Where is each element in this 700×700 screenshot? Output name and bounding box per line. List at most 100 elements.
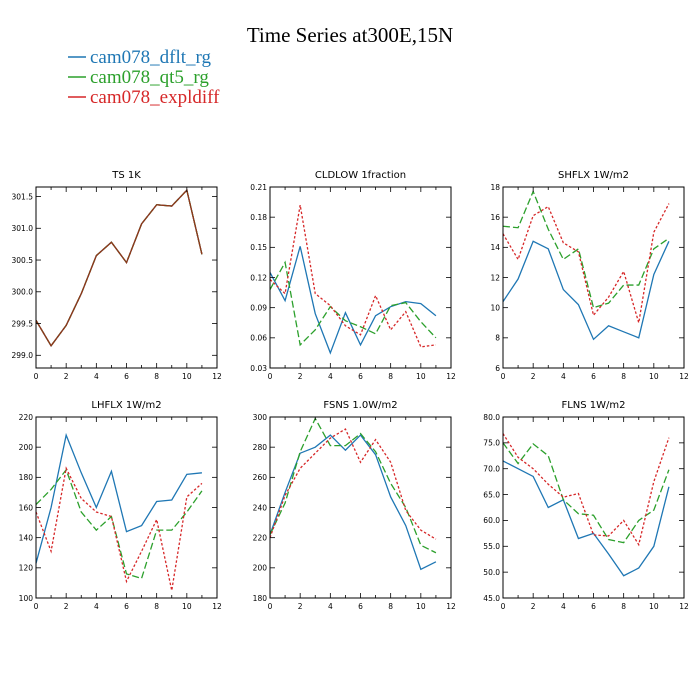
panel-title: CLDLOW 1fraction bbox=[315, 170, 406, 181]
series-line bbox=[35, 466, 203, 591]
x-tick-label: 8 bbox=[621, 372, 626, 381]
series-line bbox=[269, 434, 437, 571]
series-line bbox=[502, 460, 670, 577]
x-tick-label: 10 bbox=[649, 602, 659, 611]
series-line bbox=[35, 432, 202, 564]
panel-title: SHFLX 1W/m2 bbox=[558, 170, 629, 181]
y-tick-label: 14 bbox=[490, 243, 500, 252]
y-tick-label: 180 bbox=[19, 473, 34, 482]
y-tick-label: 0.03 bbox=[250, 364, 267, 373]
series-line bbox=[502, 442, 670, 544]
series-line bbox=[35, 188, 203, 347]
series-line bbox=[35, 188, 203, 347]
series-line bbox=[502, 189, 670, 309]
x-tick-label: 4 bbox=[94, 602, 99, 611]
y-tick-label: 240 bbox=[253, 503, 268, 512]
chart-panel: FLNS 1W/m2 0 2 4 6 8 10 12 45.0 50.0 55.0 60.0 65.0 7… bbox=[483, 400, 689, 611]
chart-panel: LHFLX 1W/m2 0 2 4 6 8 10 12 100 120 140 160 180 200 22… bbox=[19, 400, 222, 611]
x-tick-label: 2 bbox=[64, 372, 69, 381]
x-tick-label: 8 bbox=[154, 372, 159, 381]
y-tick-label: 55.0 bbox=[483, 542, 500, 551]
y-tick-label: 12 bbox=[490, 273, 500, 282]
y-tick-label: 220 bbox=[253, 533, 268, 542]
series-line bbox=[269, 246, 437, 355]
x-tick-label: 0 bbox=[34, 372, 39, 381]
y-tick-label: 200 bbox=[253, 564, 268, 573]
y-tick-label: 6 bbox=[495, 364, 500, 373]
x-tick-label: 12 bbox=[446, 602, 456, 611]
x-tick-label: 6 bbox=[358, 602, 363, 611]
x-tick-label: 4 bbox=[328, 602, 333, 611]
panel-title: LHFLX 1W/m2 bbox=[91, 400, 161, 411]
y-tick-label: 80.0 bbox=[483, 413, 500, 422]
y-tick-label: 300 bbox=[253, 413, 268, 422]
y-tick-label: 10 bbox=[490, 303, 500, 312]
y-tick-label: 75.0 bbox=[483, 439, 500, 448]
x-tick-label: 12 bbox=[679, 372, 689, 381]
y-tick-label: 8 bbox=[495, 334, 500, 343]
x-tick-label: 10 bbox=[416, 372, 426, 381]
x-tick-label: 10 bbox=[182, 372, 192, 381]
series-line bbox=[35, 468, 203, 580]
x-tick-label: 0 bbox=[268, 372, 273, 381]
y-tick-label: 220 bbox=[19, 413, 34, 422]
x-tick-label: 10 bbox=[416, 602, 426, 611]
y-tick-label: 70.0 bbox=[483, 465, 500, 474]
x-tick-label: 12 bbox=[446, 372, 456, 381]
panel-title: FSNS 1.0W/m2 bbox=[323, 400, 397, 411]
figure-title: Time Series at300E,15N bbox=[247, 23, 453, 47]
y-tick-label: 180 bbox=[253, 594, 268, 603]
y-tick-label: 120 bbox=[19, 564, 34, 573]
x-tick-label: 4 bbox=[328, 372, 333, 381]
y-tick-label: 0.06 bbox=[250, 334, 267, 343]
y-tick-label: 100 bbox=[19, 594, 34, 603]
chart-panel: SHFLX 1W/m2 0 2 4 6 8 10 12 6 8 10 12 14 16 18 bbox=[490, 170, 689, 381]
x-tick-label: 8 bbox=[388, 602, 393, 611]
x-tick-label: 8 bbox=[154, 602, 159, 611]
series-line bbox=[35, 188, 203, 347]
x-tick-label: 6 bbox=[591, 602, 596, 611]
y-tick-label: 299.0 bbox=[12, 351, 34, 360]
legend-entry: cam078_expldiff bbox=[90, 87, 220, 108]
y-tick-label: 0.21 bbox=[250, 183, 267, 192]
x-tick-label: 8 bbox=[621, 602, 626, 611]
series-line bbox=[502, 203, 670, 323]
chart-panel: FSNS 1.0W/m2 0 2 4 6 8 10 12 180 200 220 240 260 280 3… bbox=[253, 400, 456, 611]
x-tick-label: 2 bbox=[531, 602, 536, 611]
y-tick-label: 140 bbox=[19, 533, 34, 542]
plot-frame bbox=[269, 416, 452, 599]
y-tick-label: 160 bbox=[19, 503, 34, 512]
x-tick-label: 2 bbox=[64, 602, 69, 611]
y-tick-label: 45.0 bbox=[483, 594, 500, 603]
x-tick-label: 6 bbox=[124, 602, 129, 611]
figure-legend: cam078_dflt_rgcam078_qt5_rgcam078_expldi… bbox=[68, 47, 220, 108]
plot-frame bbox=[35, 186, 218, 369]
legend-entry: cam078_dflt_rg bbox=[90, 47, 212, 68]
plot-frame bbox=[269, 186, 452, 369]
y-tick-label: 300.0 bbox=[12, 288, 34, 297]
x-tick-label: 2 bbox=[298, 372, 303, 381]
series-line bbox=[269, 417, 437, 554]
x-tick-label: 4 bbox=[94, 372, 99, 381]
x-tick-label: 0 bbox=[501, 602, 506, 611]
chart-panel: CLDLOW 1fraction 0 2 4 6 8 10 12 0.03 0.06 0.09 0.1… bbox=[250, 170, 456, 381]
y-tick-label: 0.12 bbox=[250, 273, 267, 282]
chart-panels: TS 1K 0 2 4 6 8 10 12 299.0 299.5 300.0 300.5 301.0 3… bbox=[12, 170, 689, 611]
x-tick-label: 4 bbox=[561, 372, 566, 381]
y-tick-label: 299.5 bbox=[12, 319, 34, 328]
panel-title: TS 1K bbox=[111, 170, 141, 181]
x-tick-label: 2 bbox=[298, 602, 303, 611]
legend-entry: cam078_qt5_rg bbox=[90, 67, 209, 88]
series-line bbox=[35, 188, 203, 347]
x-tick-label: 8 bbox=[388, 372, 393, 381]
x-tick-label: 10 bbox=[182, 602, 192, 611]
y-tick-label: 280 bbox=[253, 443, 268, 452]
x-tick-label: 12 bbox=[679, 602, 689, 611]
y-tick-label: 0.18 bbox=[250, 213, 267, 222]
x-tick-label: 12 bbox=[212, 372, 222, 381]
panel-title: FLNS 1W/m2 bbox=[561, 400, 625, 411]
y-tick-label: 65.0 bbox=[483, 490, 500, 499]
x-tick-label: 10 bbox=[649, 372, 659, 381]
x-tick-label: 6 bbox=[124, 372, 129, 381]
